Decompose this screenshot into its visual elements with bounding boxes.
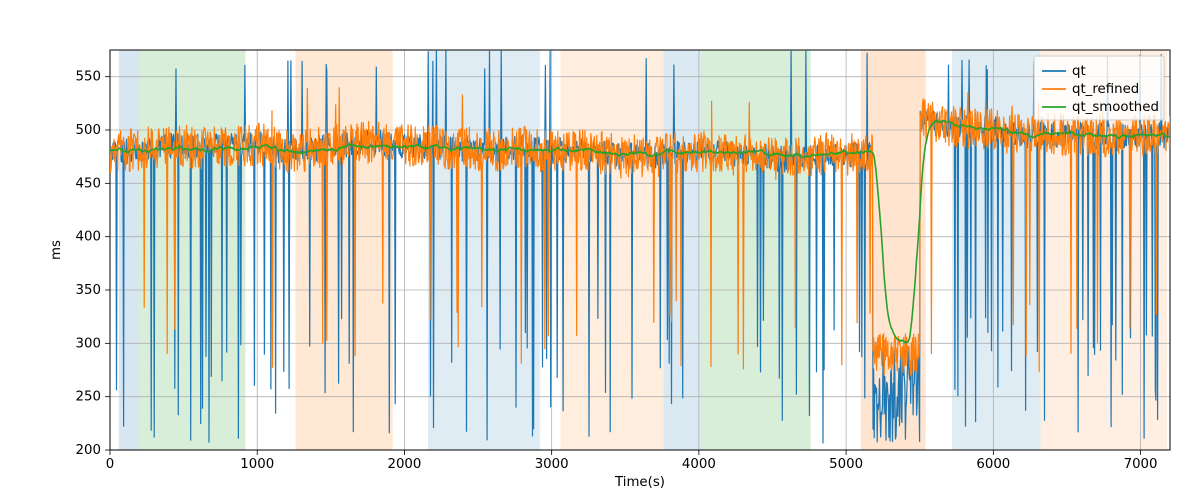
xtick-label: 4000 — [682, 457, 716, 472]
ytick-label: 550 — [76, 70, 101, 85]
background-span — [139, 50, 245, 450]
xtick-label: 6000 — [976, 457, 1010, 472]
ytick-label: 500 — [76, 123, 101, 138]
ytick-label: 450 — [76, 176, 101, 191]
ytick-label: 300 — [76, 336, 101, 351]
xtick-label: 2000 — [387, 457, 421, 472]
legend-label: qt_refined — [1072, 82, 1139, 97]
xlabel: Time(s) — [614, 475, 665, 490]
legend: qt qt_refined qt_smoothed — [1034, 56, 1164, 120]
xtick-label: 5000 — [829, 457, 863, 472]
xtick-label: 1000 — [240, 457, 274, 472]
ylabel: ms — [49, 240, 64, 260]
ytick-label: 250 — [76, 390, 101, 405]
chart-svg: 0 1000 2000 3000 4000 5000 6000 7000 200 250 300 35… — [0, 0, 1200, 500]
xtick-label: 3000 — [535, 457, 569, 472]
xtick-label: 7000 — [1124, 457, 1158, 472]
qt-timeseries-chart: 0 1000 2000 3000 4000 5000 6000 7000 200 250 300 35… — [0, 0, 1200, 500]
ytick-label: 350 — [76, 283, 101, 298]
legend-label: qt_smoothed — [1072, 100, 1159, 115]
ytick-label: 400 — [76, 230, 101, 245]
background-span — [119, 50, 140, 450]
xtick-label: 0 — [106, 457, 114, 472]
ytick-label: 200 — [76, 443, 101, 458]
legend-label: qt — [1072, 64, 1086, 79]
